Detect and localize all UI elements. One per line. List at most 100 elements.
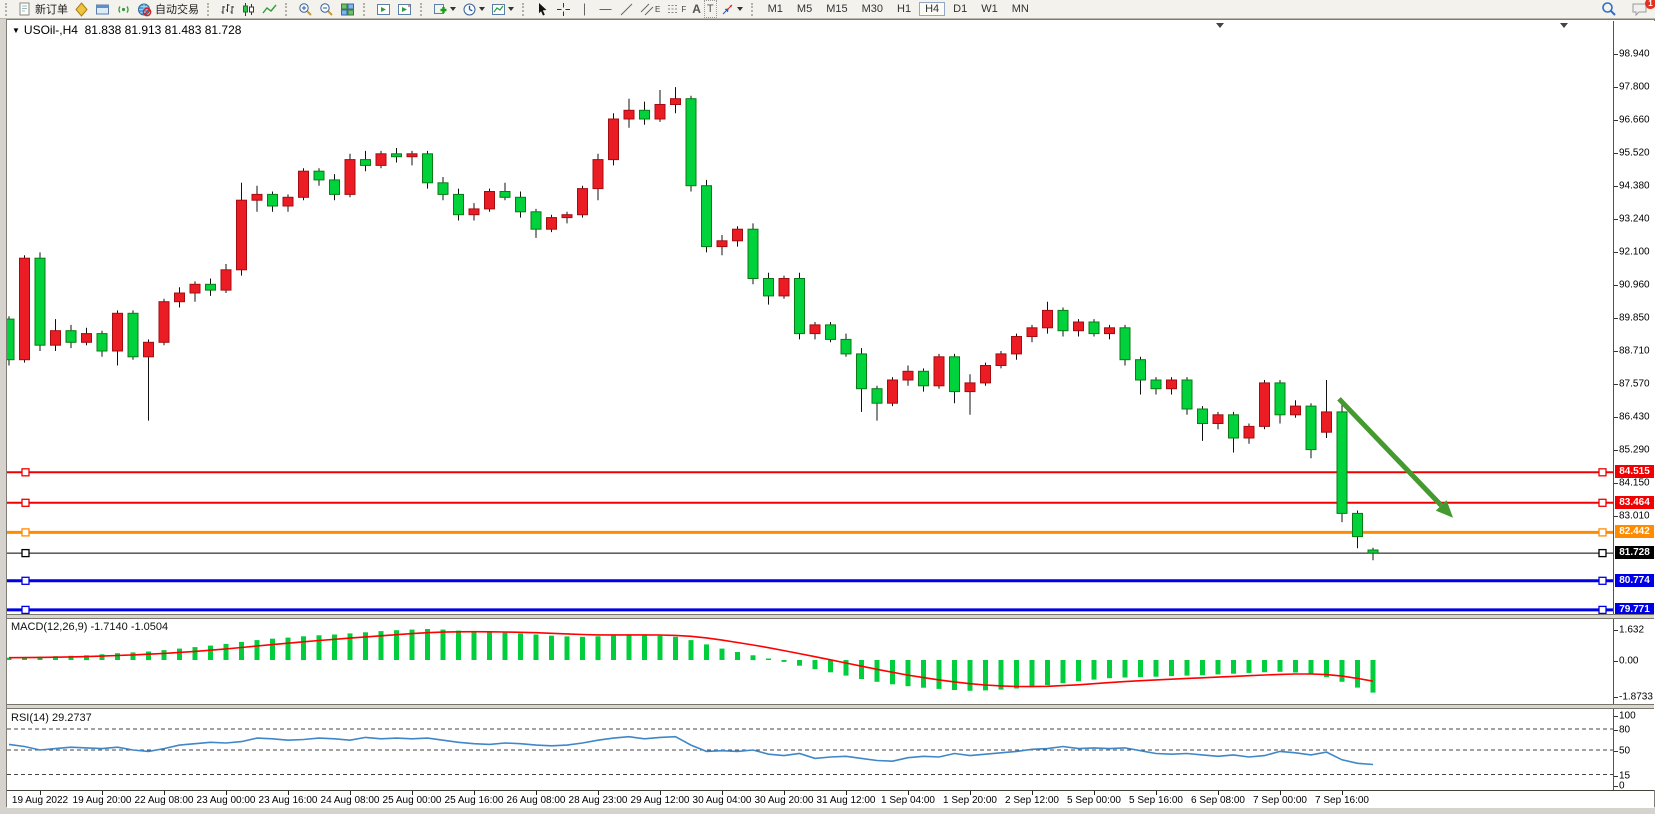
cascade-windows-icon[interactable] [394, 1, 415, 17]
timeframe-button-w1[interactable]: W1 [981, 3, 998, 15]
hline-handle[interactable] [21, 576, 30, 585]
rsi-panel[interactable] [7, 709, 1613, 790]
macd-histogram-bar [239, 641, 244, 660]
add-indicator-button[interactable] [430, 1, 459, 17]
tile-windows-icon[interactable] [337, 1, 358, 17]
macd-panel[interactable] [7, 618, 1613, 705]
text-tool[interactable]: A [689, 1, 704, 17]
candle-body [1274, 382, 1286, 416]
equidistant-channel-tool[interactable]: E [637, 1, 663, 17]
time-tick-label: 19 Aug 20:00 [72, 795, 132, 806]
time-tick-label: 24 Aug 08:00 [320, 795, 380, 806]
fibonacci-tool[interactable]: F [663, 1, 689, 17]
vertical-line-tool[interactable] [574, 1, 595, 17]
hline-handle[interactable] [21, 605, 30, 614]
line-chart-icon[interactable] [259, 1, 280, 17]
zoom-out-icon[interactable] [316, 1, 337, 17]
candle-body [375, 153, 387, 166]
time-axis[interactable]: 19 Aug 2022 19 Aug 20:00 22 Aug 08:00 23 Au… [7, 790, 1654, 808]
arrows-tool[interactable] [717, 1, 746, 17]
hline-handle[interactable] [1598, 605, 1607, 614]
text-label-tool[interactable]: T [703, 0, 717, 18]
macd-histogram-bar [952, 660, 957, 690]
timeframe-button-d1[interactable]: D1 [953, 3, 968, 15]
autotrading-button[interactable]: 自动交易 [134, 1, 202, 17]
macd-histogram-bar [456, 630, 461, 660]
trend-arrow-line[interactable] [1337, 397, 1444, 508]
market-watch-icon[interactable] [71, 1, 92, 17]
toolbar-grip[interactable] [750, 2, 758, 16]
hline-handle[interactable] [21, 468, 30, 477]
candle-body [840, 338, 852, 355]
hline-handle[interactable] [1598, 468, 1607, 477]
candle-body [499, 191, 511, 198]
macd-histogram-bar [1246, 660, 1252, 673]
hline-handle[interactable] [21, 548, 30, 558]
main-price-chart[interactable] [7, 21, 1613, 614]
toolbar-grip[interactable] [207, 2, 214, 16]
timeframe-button-h1[interactable]: H1 [897, 3, 912, 15]
macd-histogram-bar [223, 643, 229, 660]
price-axis[interactable]: 98.940 97.800 96.660 95.520 94.380 93.240 92.1… [1613, 21, 1655, 792]
navigator-icon[interactable] [92, 1, 113, 17]
bar-chart-icon[interactable] [217, 1, 238, 17]
candle-body [825, 324, 836, 340]
macd-histogram-bar [611, 635, 616, 660]
trend-arrow-head[interactable] [1435, 500, 1453, 518]
macd-histogram-bar [564, 636, 570, 660]
toolbar-grip[interactable] [522, 2, 529, 16]
candle-body [623, 109, 635, 120]
search-icon[interactable] [1598, 1, 1620, 17]
hline-handle[interactable] [21, 528, 30, 537]
templates-button[interactable] [488, 1, 517, 17]
horizontal-line-tool[interactable] [595, 1, 616, 17]
hline-handle[interactable] [1598, 548, 1607, 558]
hline-handle[interactable] [1598, 528, 1607, 537]
zoom-in-icon[interactable] [295, 1, 316, 17]
toolbar-grip[interactable] [5, 2, 12, 16]
candle-body [65, 330, 77, 343]
hline-handle[interactable] [1598, 498, 1607, 507]
macd-histogram-bar [363, 632, 368, 660]
macd-histogram-bar [1308, 660, 1314, 675]
candle-body [778, 278, 790, 297]
timeframe-button-m15[interactable]: M15 [826, 3, 848, 15]
macd-histogram-bar [487, 632, 492, 660]
toolbar-grip[interactable] [420, 2, 427, 16]
panel-separator[interactable] [7, 704, 1654, 709]
symbol-dropdown-icon[interactable]: ▼ [12, 26, 20, 35]
macd-histogram-bar [130, 652, 136, 660]
timeframe-button-m30[interactable]: M30 [861, 3, 884, 15]
candlestick-chart-icon[interactable] [238, 1, 259, 17]
macd-histogram-bar [704, 644, 709, 660]
periods-button[interactable] [459, 1, 488, 17]
time-tick [908, 791, 909, 795]
signals-icon[interactable] [113, 1, 134, 17]
trendline-tool[interactable] [616, 1, 637, 17]
timeframe-button-mn[interactable]: MN [1011, 3, 1029, 15]
new-order-button[interactable]: 新订单 [15, 1, 71, 17]
candle-body [1119, 327, 1131, 361]
price-tick-label: 92.100 [1619, 246, 1650, 258]
macd-signal-line [8, 630, 1374, 688]
cursor-tool[interactable] [532, 1, 553, 17]
crosshair-tool[interactable] [553, 1, 574, 17]
panel-separator[interactable] [7, 614, 1654, 619]
macd-histogram-bar [378, 631, 384, 660]
timeframe-button-m5[interactable]: M5 [796, 3, 813, 15]
price-badge-82.442: 82.442 [1615, 525, 1654, 538]
timeframe-button-h4[interactable]: H4 [919, 2, 946, 16]
timeframe-button-m1[interactable]: M1 [767, 3, 783, 15]
chart-shift-marker[interactable] [1560, 23, 1568, 28]
macd-histogram-bar [998, 660, 1004, 690]
toolbar-grip[interactable] [363, 2, 370, 16]
toolbar-grip[interactable] [285, 2, 292, 16]
candle-body [995, 353, 1007, 366]
notifications-icon[interactable]: 1 [1628, 0, 1655, 17]
hline-handle[interactable] [21, 498, 30, 507]
chart-shift-marker[interactable] [1216, 23, 1224, 28]
candle-body [1150, 379, 1162, 390]
hline-handle[interactable] [1598, 576, 1607, 585]
arrange-windows-icon[interactable] [373, 1, 394, 17]
candle-body [515, 196, 526, 213]
